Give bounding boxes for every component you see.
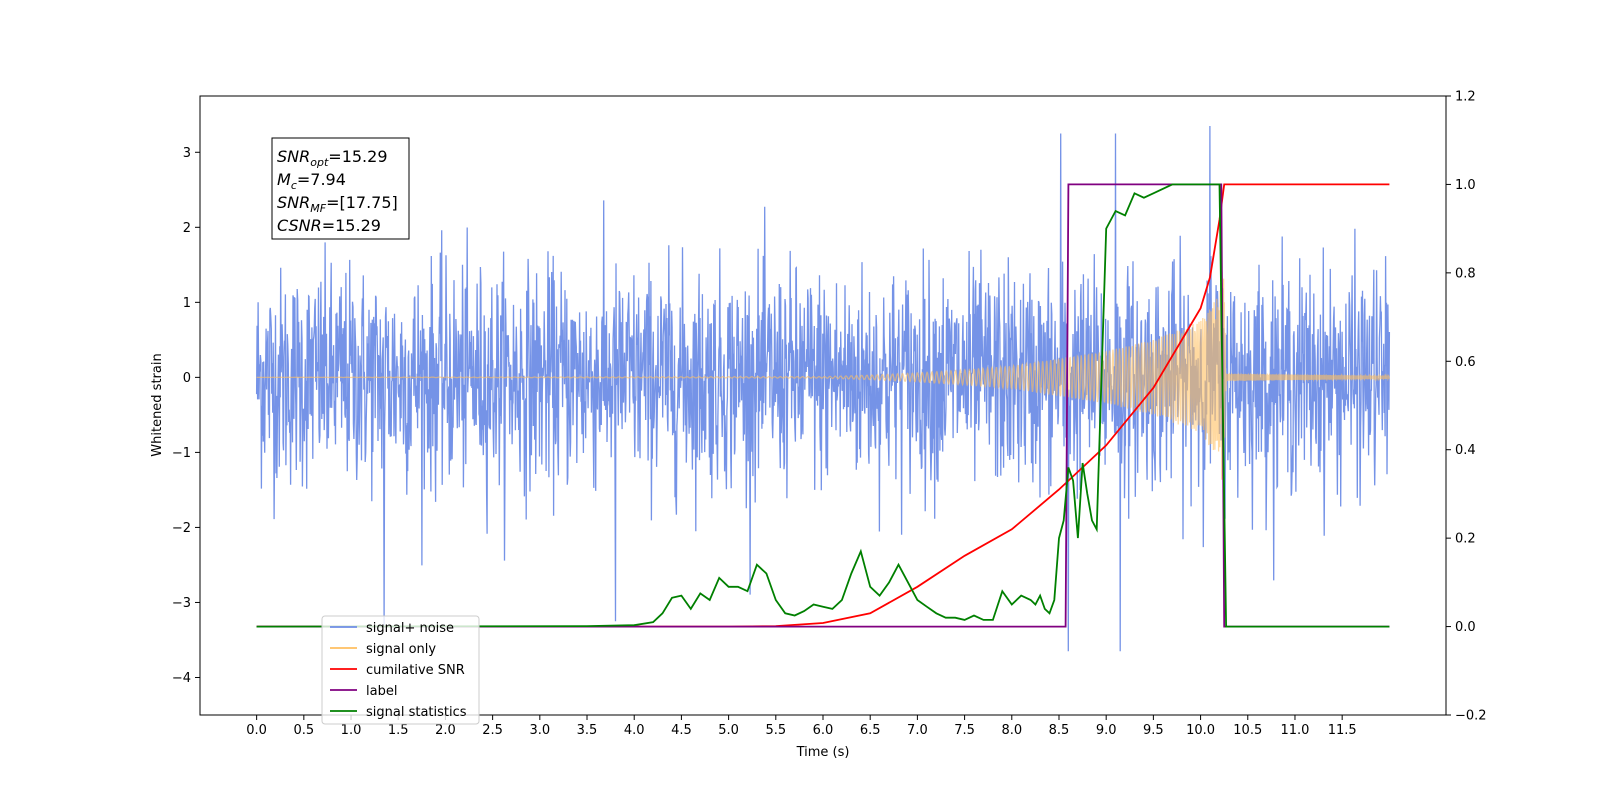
info-rest: =[17.75] <box>326 193 398 212</box>
x-tick-label: 0.0 <box>246 723 267 738</box>
x-tick-label: 8.0 <box>1001 723 1022 738</box>
info-rest: =7.94 <box>297 170 346 189</box>
y2-tick-label: 1.0 <box>1455 178 1476 193</box>
legend-label: signal+ noise <box>366 621 454 636</box>
info-main: CSNR <box>277 216 322 235</box>
info-sub: c <box>291 179 297 192</box>
series-line-signal-statistics <box>256 183 1390 628</box>
x-tick-label: 7.0 <box>907 723 928 738</box>
y-tick-label: 3 <box>183 146 191 161</box>
y2-tick-label: 1.2 <box>1455 90 1476 105</box>
x-tick-label: 10.0 <box>1186 723 1215 738</box>
info-sub: opt <box>310 156 329 169</box>
x-tick-label: 1.0 <box>341 723 362 738</box>
x-tick-label: 11.5 <box>1328 723 1357 738</box>
y2-tick-label: −0.2 <box>1455 709 1487 724</box>
legend-label: cumilative SNR <box>366 663 465 678</box>
info-sub: MF <box>310 202 326 215</box>
legend-label: signal statistics <box>366 705 467 720</box>
y-tick-label: 2 <box>183 221 191 236</box>
x-tick-label: 2.5 <box>482 723 503 738</box>
info-box-line: SNRopt=15.29 <box>277 147 388 169</box>
x-tick-label: 3.5 <box>577 723 598 738</box>
y-tick-label: −1 <box>172 446 191 461</box>
y2-tick-label: 0.0 <box>1455 620 1476 635</box>
x-tick-label: 0.5 <box>293 723 314 738</box>
info-box: SNRopt=15.29Mc=7.94SNRMF=[17.75]CSNR=15.… <box>271 137 410 240</box>
y2-tick-label: 0.6 <box>1455 355 1476 370</box>
info-rest: =15.29 <box>328 147 387 166</box>
x-tick-label: 3.0 <box>529 723 550 738</box>
x-tick-label: 1.5 <box>388 723 409 738</box>
y-axis-right: 1.2 1.0 0.8 0.6 0.4 0.2 0.0 −0.2 <box>1446 90 1487 724</box>
x-tick-label: 6.5 <box>860 723 881 738</box>
x-tick-label: 8.5 <box>1049 723 1070 738</box>
y2-tick-label: 0.4 <box>1455 443 1476 458</box>
x-tick-label: 4.5 <box>671 723 692 738</box>
info-box-line: Mc=7.94 <box>277 170 346 192</box>
x-tick-label: 9.5 <box>1143 723 1164 738</box>
x-tick-label: 4.0 <box>624 723 645 738</box>
info-rest: =15.29 <box>322 216 381 235</box>
info-main: SNR <box>277 147 310 166</box>
x-tick-label: 6.0 <box>813 723 834 738</box>
x-tick-label: 11.0 <box>1280 723 1309 738</box>
y-tick-label: 0 <box>183 371 191 386</box>
x-tick-label: 10.5 <box>1233 723 1262 738</box>
legend-label: label <box>366 684 397 699</box>
y-axis-label: Whitened strain <box>150 353 165 456</box>
x-axis: 0.0 0.5 1.0 1.5 2.0 2.5 3.0 3.5 4.0 4.5 5.0 5.5 6.0 6… <box>246 715 1357 738</box>
y2-tick-label: 0.2 <box>1455 532 1476 547</box>
y-tick-label: −2 <box>172 521 191 536</box>
series-line-signal-only <box>256 271 1391 482</box>
x-tick-label: 7.5 <box>954 723 975 738</box>
x-axis-label: Time (s) <box>796 745 850 760</box>
y-tick-label: −4 <box>172 671 191 686</box>
legend-label: signal only <box>366 642 436 657</box>
info-box-frame <box>271 137 410 240</box>
y-axis-left: 3 2 1 0 −1 −2 −3 −4 <box>172 146 200 686</box>
info-box-line: CSNR=15.29 <box>277 216 381 235</box>
plot-area <box>255 125 1391 652</box>
y-tick-label: 1 <box>183 296 191 311</box>
info-main: SNR <box>277 193 310 212</box>
x-tick-label: 9.0 <box>1096 723 1117 738</box>
info-box-line: SNRMF=[17.75] <box>277 193 398 215</box>
y2-tick-label: 0.8 <box>1455 266 1476 281</box>
info-main: M <box>277 170 291 189</box>
x-tick-label: 5.0 <box>718 723 739 738</box>
x-tick-label: 2.0 <box>435 723 456 738</box>
legend-frame <box>321 615 480 725</box>
x-tick-label: 5.5 <box>765 723 786 738</box>
y-tick-label: −3 <box>172 596 191 611</box>
legend: signal+ noise signal only cumilative SNR la… <box>321 615 480 725</box>
